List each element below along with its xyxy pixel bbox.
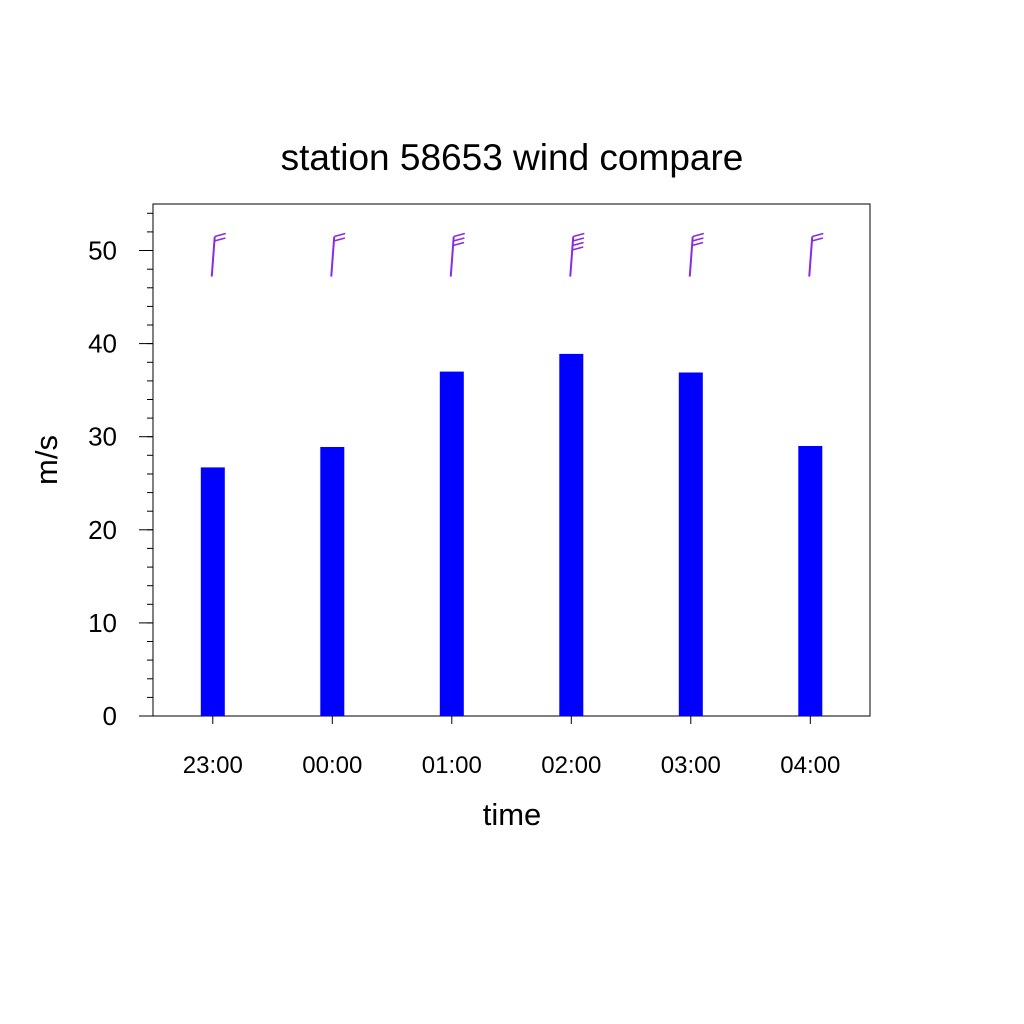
x-tick-label: 03:00 bbox=[661, 752, 721, 779]
bar-0400 bbox=[798, 446, 823, 716]
y-tick-label: 50 bbox=[88, 236, 117, 266]
y-axis-label: m/s bbox=[29, 435, 64, 485]
x-tick-label: 02:00 bbox=[541, 752, 601, 779]
y-tick-label: 10 bbox=[88, 608, 117, 638]
x-axis: 23:00 00:00 01:00 02:00 03:00 04:00 bbox=[183, 716, 840, 779]
x-tick-label: 01:00 bbox=[422, 752, 482, 779]
wind-barb-0300 bbox=[688, 232, 705, 277]
x-tick-label: 23:00 bbox=[183, 752, 243, 779]
y-tick-label: 30 bbox=[88, 422, 117, 452]
bar-group bbox=[200, 353, 823, 716]
y-tick-label: 40 bbox=[88, 329, 117, 359]
wind-barb-0000 bbox=[330, 232, 346, 277]
wind-barb-0100 bbox=[449, 232, 466, 277]
y-axis: 0 10 20 30 40 50 bbox=[88, 212, 153, 731]
y-tick-label: 0 bbox=[103, 701, 117, 731]
x-tick-label: 00:00 bbox=[302, 752, 362, 779]
bar-0100 bbox=[439, 371, 464, 716]
y-tick-label: 20 bbox=[88, 515, 117, 545]
wind-barb-group bbox=[210, 232, 824, 277]
bar-0300 bbox=[678, 372, 703, 716]
plot-frame bbox=[152, 203, 871, 717]
bar-0000 bbox=[320, 447, 345, 716]
wind-barb-0400 bbox=[808, 232, 824, 277]
x-axis-label: time bbox=[483, 797, 542, 832]
x-tick-label: 04:00 bbox=[780, 752, 840, 779]
bar-2300 bbox=[200, 467, 225, 716]
chart-title: station 58653 wind compare bbox=[281, 137, 744, 178]
bar-0200 bbox=[559, 353, 584, 716]
wind-barb-2300 bbox=[210, 232, 227, 277]
wind-barb-0200 bbox=[569, 232, 585, 277]
